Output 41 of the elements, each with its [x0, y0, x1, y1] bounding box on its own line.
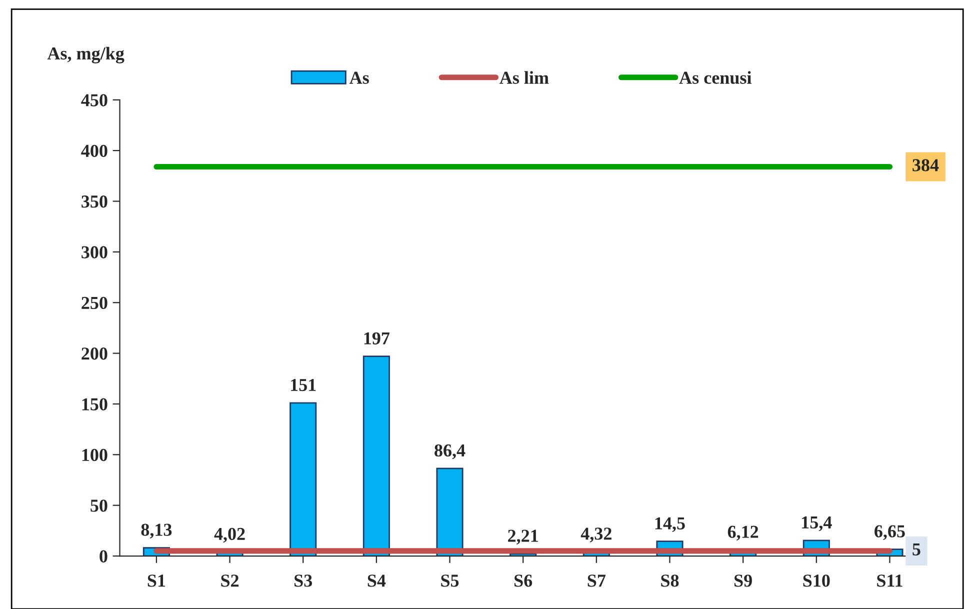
- data-label: 4,32: [580, 528, 612, 542]
- x-tick-label: S7: [588, 574, 606, 587]
- legend-label: As lim: [500, 71, 549, 84]
- data-label: 151: [291, 378, 316, 392]
- y-tick-label: 50: [90, 500, 108, 512]
- y-tick-label: 200: [82, 348, 108, 360]
- x-tick-label: S2: [221, 574, 239, 587]
- x-tick-label: S3: [294, 574, 312, 587]
- data-label: 384: [912, 159, 939, 172]
- x-tick-label: S8: [661, 574, 679, 587]
- data-label: 4,02: [214, 528, 245, 543]
- y-axis-title: As, mg/kg: [47, 46, 124, 64]
- data-label: 15,4: [802, 516, 832, 532]
- data-label: 14,5: [655, 517, 685, 532]
- y-tick-label: 300: [82, 246, 108, 258]
- data-label: 2,21: [508, 530, 538, 545]
- y-tick-label: 400: [81, 144, 108, 157]
- legend-label: As: [349, 72, 369, 84]
- x-tick-label: S1: [148, 574, 166, 587]
- bar: [290, 402, 317, 556]
- y-tick-label: 100: [82, 448, 108, 462]
- data-label: 5: [912, 543, 920, 556]
- x-tick-label: S10: [803, 574, 830, 587]
- data-label: 6,65: [874, 525, 905, 540]
- y-tick-label: 0: [100, 550, 108, 562]
- data-label: 197: [364, 332, 390, 344]
- bar: [436, 468, 464, 556]
- x-tick-label: S6: [514, 574, 532, 587]
- x-tick-label: S9: [734, 574, 752, 587]
- y-tick-label: 250: [82, 296, 108, 310]
- y-tick-label: 350: [82, 196, 108, 208]
- y-tick-label: 150: [82, 398, 108, 410]
- x-tick-label: S4: [368, 574, 386, 587]
- y-tick-label: 450: [81, 94, 108, 106]
- data-label: 6,12: [728, 526, 758, 541]
- data-label: 86,4: [434, 444, 466, 460]
- legend-label: As cenusi: [679, 71, 752, 84]
- x-tick-label: S5: [441, 574, 459, 587]
- data-label: 8,13: [141, 524, 172, 539]
- x-tick-label: S11: [877, 574, 902, 587]
- bar: [362, 356, 390, 556]
